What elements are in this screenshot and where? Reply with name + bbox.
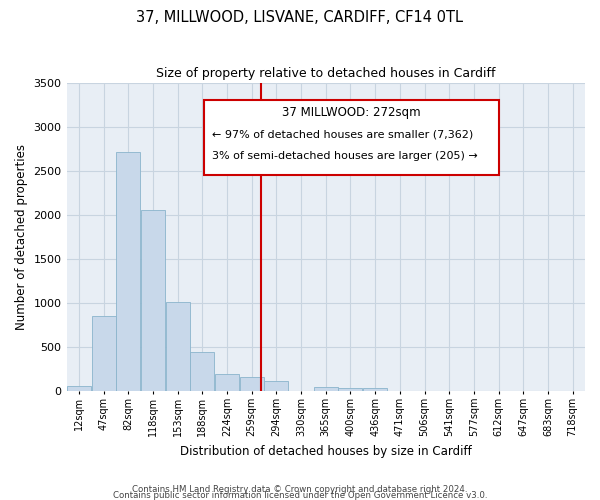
- Text: Contains HM Land Registry data © Crown copyright and database right 2024.: Contains HM Land Registry data © Crown c…: [132, 484, 468, 494]
- Bar: [92, 316, 116, 391]
- Bar: [141, 210, 165, 391]
- Text: 37, MILLWOOD, LISVANE, CARDIFF, CF14 0TL: 37, MILLWOOD, LISVANE, CARDIFF, CF14 0TL: [137, 10, 464, 25]
- FancyBboxPatch shape: [204, 100, 499, 176]
- Bar: [215, 374, 239, 391]
- Title: Size of property relative to detached houses in Cardiff: Size of property relative to detached ho…: [156, 68, 496, 80]
- Bar: [166, 302, 190, 391]
- Bar: [190, 352, 214, 391]
- Bar: [116, 152, 140, 391]
- Text: 37 MILLWOOD: 272sqm: 37 MILLWOOD: 272sqm: [283, 106, 421, 119]
- Bar: [240, 378, 263, 391]
- X-axis label: Distribution of detached houses by size in Cardiff: Distribution of detached houses by size …: [180, 444, 472, 458]
- Bar: [314, 386, 338, 391]
- Bar: [265, 381, 289, 391]
- Text: 3% of semi-detached houses are larger (205) →: 3% of semi-detached houses are larger (2…: [212, 151, 478, 161]
- Bar: [363, 388, 387, 391]
- Text: Contains public sector information licensed under the Open Government Licence v3: Contains public sector information licen…: [113, 490, 487, 500]
- Bar: [338, 388, 362, 391]
- Bar: [67, 386, 91, 391]
- Text: ← 97% of detached houses are smaller (7,362): ← 97% of detached houses are smaller (7,…: [212, 130, 473, 140]
- Y-axis label: Number of detached properties: Number of detached properties: [15, 144, 28, 330]
